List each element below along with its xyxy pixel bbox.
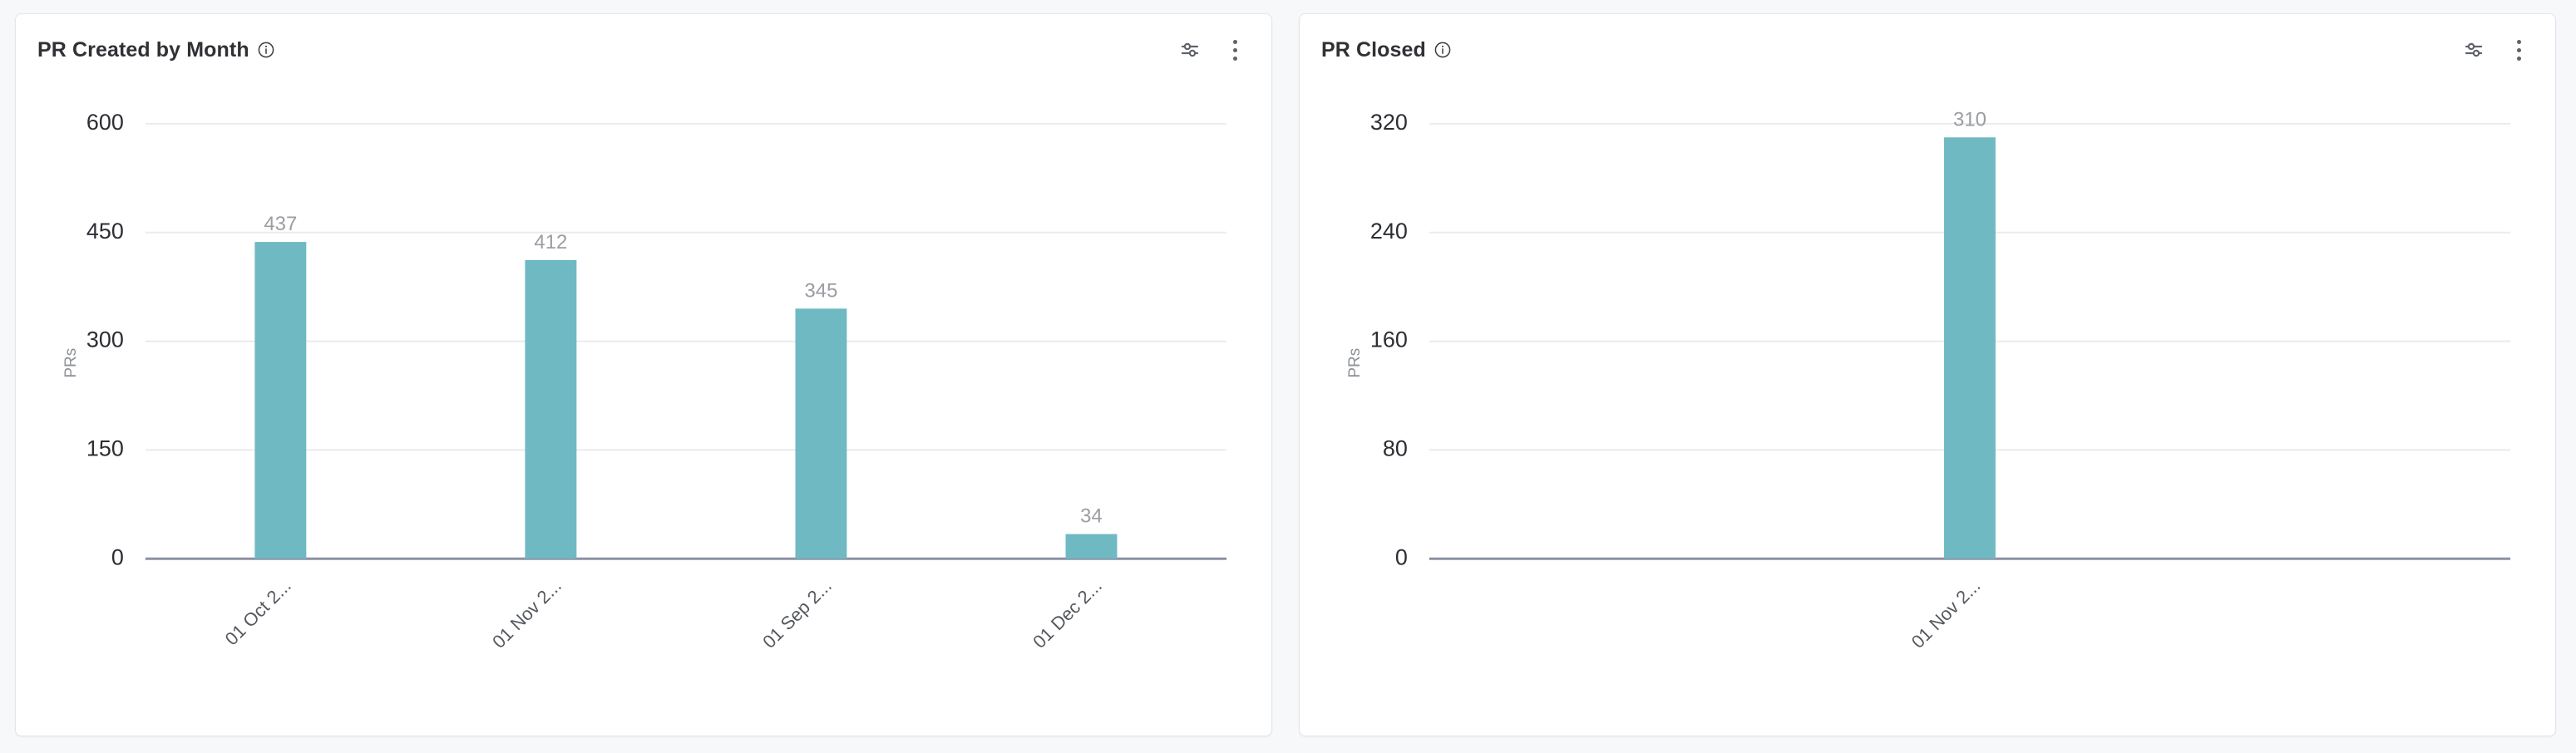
bar-value-label: 310 bbox=[1953, 108, 1986, 130]
x-axis-tick-label: 01 Nov 2... bbox=[1907, 575, 1985, 652]
panel-header: PR Closed bbox=[1300, 14, 2555, 67]
bar-chart-pr-closed[interactable]: 0 80 160 240 320 PRs 310 01 Nov 2... bbox=[1323, 86, 2532, 736]
info-circle-icon[interactable] bbox=[1434, 41, 1452, 59]
bar-chart-pr-created[interactable]: 0 150 300 450 600 PRs 437 01 Oct 2... 412 01 Nov … bbox=[39, 86, 1248, 736]
x-axis-tick-label: 01 Sep 2... bbox=[758, 575, 836, 652]
chart-plot-area: 0 150 300 450 600 PRs 437 01 Oct 2... 412 01 Nov … bbox=[16, 67, 1271, 736]
y-axis-tick-label: 0 bbox=[1395, 544, 1408, 569]
kebab-dots bbox=[1232, 39, 1237, 61]
bar[interactable] bbox=[525, 259, 577, 559]
info-circle-icon[interactable] bbox=[257, 41, 275, 59]
panel-actions bbox=[2462, 38, 2534, 62]
chart-plot-area: 0 80 160 240 320 PRs 310 01 Nov 2... bbox=[1300, 67, 2555, 736]
bar-value-label: 412 bbox=[534, 231, 567, 253]
y-axis-tick-label: 300 bbox=[86, 327, 124, 352]
page-title: PR Closed bbox=[1321, 37, 1426, 62]
sliders-icon[interactable] bbox=[1178, 38, 1202, 62]
y-axis-tick-label: 450 bbox=[86, 219, 124, 244]
bar[interactable] bbox=[254, 242, 307, 559]
panel-header: PR Created by Month bbox=[16, 14, 1271, 67]
x-axis-tick-label: 01 Oct 2... bbox=[221, 575, 295, 649]
y-axis-title: PRs bbox=[1346, 348, 1364, 378]
y-axis-tick-label: 160 bbox=[1370, 327, 1408, 352]
kebab-dots bbox=[2516, 39, 2521, 61]
sliders-icon[interactable] bbox=[2462, 38, 2485, 62]
y-axis-tick-label: 240 bbox=[1370, 219, 1408, 244]
page-title: PR Created by Month bbox=[37, 37, 249, 62]
panel-title-group: PR Closed bbox=[1321, 38, 1452, 62]
bar[interactable] bbox=[1065, 534, 1118, 559]
bar-value-label: 34 bbox=[1080, 505, 1103, 528]
panel-actions bbox=[1178, 38, 1250, 62]
bar[interactable] bbox=[1943, 137, 1996, 559]
kebab-menu-icon[interactable] bbox=[1223, 38, 1246, 62]
bar-value-label: 345 bbox=[804, 279, 837, 302]
y-axis-tick-label: 320 bbox=[1370, 110, 1408, 135]
x-axis-tick-label: 01 Nov 2... bbox=[488, 575, 565, 652]
bar[interactable] bbox=[795, 308, 847, 559]
panel-title-group: PR Created by Month bbox=[37, 38, 275, 62]
y-axis-title: PRs bbox=[62, 348, 80, 378]
y-axis-tick-label: 80 bbox=[1383, 436, 1408, 461]
y-axis-tick-label: 600 bbox=[86, 110, 124, 135]
panel-pr-closed: PR Closed bbox=[1299, 13, 2556, 736]
y-axis-tick-label: 0 bbox=[111, 544, 124, 569]
kebab-menu-icon[interactable] bbox=[2507, 38, 2530, 62]
x-axis-tick-label: 01 Dec 2... bbox=[1029, 575, 1106, 652]
bar-value-label: 437 bbox=[264, 213, 297, 235]
y-axis-tick-label: 150 bbox=[86, 436, 124, 461]
panel-pr-created-by-month: PR Created by Month bbox=[15, 13, 1272, 736]
